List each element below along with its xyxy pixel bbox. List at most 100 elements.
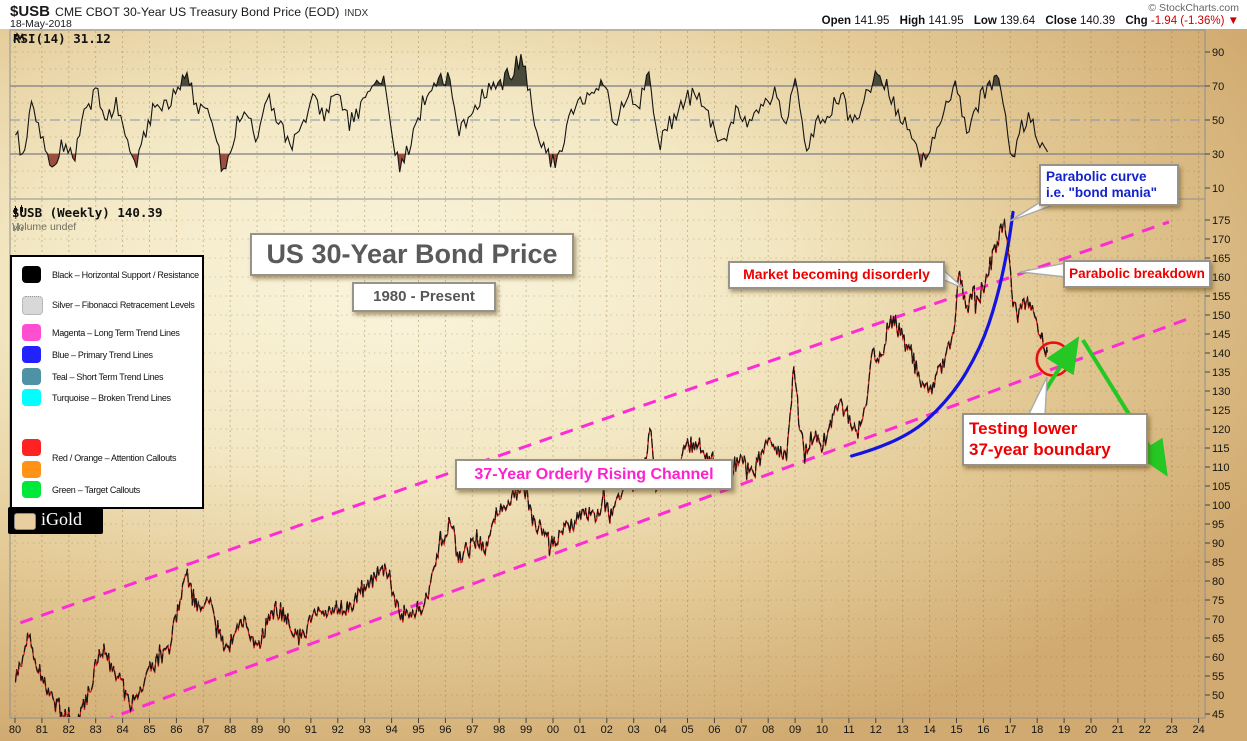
high-value: 141.95 [928, 15, 964, 27]
svg-text:50: 50 [1212, 115, 1224, 127]
svg-text:75: 75 [1212, 595, 1224, 607]
svg-text:125: 125 [1212, 405, 1230, 417]
rsi-label-text: RSI(14) 31.12 [13, 31, 111, 46]
price-line [14, 217, 1048, 717]
svg-text:10: 10 [1212, 183, 1224, 195]
symbol: $USB [10, 3, 51, 20]
instrument-title: CME CBOT 30-Year US Treasury Bond Price … [55, 5, 340, 19]
legend-label-turquoise: Turquoise – Broken Trend Lines [52, 393, 171, 403]
svg-text:82: 82 [63, 724, 75, 736]
open-label: Open [821, 15, 852, 27]
candlestick-icon [14, 205, 23, 216]
volume-label-text: Volume undef [12, 221, 77, 233]
svg-text:80: 80 [9, 724, 21, 736]
svg-text:99: 99 [520, 724, 532, 736]
main-title: US 30-Year Bond Price [250, 233, 574, 276]
bond-mania-label-text: Parabolic curve [1046, 168, 1147, 184]
svg-text:03: 03 [628, 724, 640, 736]
parabolic-curve-line [850, 210, 1015, 458]
svg-text:94: 94 [385, 724, 397, 736]
svg-text:01: 01 [574, 724, 586, 736]
svg-text:100: 100 [1212, 500, 1230, 512]
svg-text:95: 95 [1212, 519, 1224, 531]
legend-swatch-orange [22, 461, 41, 478]
svg-text:86: 86 [170, 724, 182, 736]
legend-swatch-red [22, 439, 41, 456]
price-series-label: $USB (Weekly) 140.39 [12, 205, 163, 220]
svg-text:14: 14 [923, 724, 935, 736]
bond-mania-label-text: i.e. "bond mania" [1046, 185, 1158, 200]
svg-text:97: 97 [466, 724, 478, 736]
rsi-panel-border [9, 29, 1206, 200]
ohlc-readout: Open 141.95 High 141.95 Low 139.64 Close… [815, 15, 1239, 27]
svg-text:70: 70 [1212, 81, 1224, 93]
svg-text:160: 160 [1212, 272, 1230, 284]
svg-text:93: 93 [359, 724, 371, 736]
svg-text:130: 130 [1212, 386, 1230, 398]
svg-text:170: 170 [1212, 234, 1230, 246]
svg-text:120: 120 [1212, 424, 1230, 436]
disorderly-label: Market becoming disorderly [728, 261, 945, 289]
chart-header: $USB CME CBOT 30-Year US Treasury Bond Pr… [0, 0, 1247, 30]
color-key-legend: Black – Horizontal Support / Resistance S… [10, 255, 204, 509]
svg-text:90: 90 [1212, 538, 1224, 550]
chart-date: 18-May-2018 [10, 18, 72, 30]
svg-text:83: 83 [90, 724, 102, 736]
low-label: Low [973, 15, 997, 27]
high-label: High [899, 15, 926, 27]
svg-text:17: 17 [1004, 724, 1016, 736]
svg-text:06: 06 [708, 724, 720, 736]
close-value: 140.39 [1079, 15, 1116, 27]
svg-text:22: 22 [1139, 724, 1151, 736]
volume-bars-icon [13, 223, 23, 231]
svg-text:15: 15 [950, 724, 962, 736]
legend-label-silver: Silver – Fibonacci Retracement Levels [52, 300, 195, 310]
legend-swatch-magenta [22, 324, 41, 341]
svg-text:60: 60 [1212, 652, 1224, 664]
svg-text:11: 11 [843, 724, 854, 736]
svg-text:87: 87 [197, 724, 209, 736]
svg-text:45: 45 [1212, 709, 1224, 721]
svg-text:55: 55 [1212, 671, 1224, 683]
main-title-text: US 30-Year Bond Price [266, 239, 558, 270]
down-arrow-icon: ▼ [1227, 15, 1239, 27]
svg-text:84: 84 [116, 724, 128, 736]
testing-lower-label-text: Testing lower [969, 418, 1078, 438]
testing-lower-label: Testing lower 37-year boundary [962, 413, 1148, 466]
legend-swatch-blue [22, 346, 41, 363]
svg-text:92: 92 [332, 724, 344, 736]
svg-text:16: 16 [977, 724, 989, 736]
svg-text:85: 85 [1212, 557, 1224, 569]
period-label-text: 1980 - Present [373, 287, 475, 305]
period-label: 1980 - Present [352, 282, 496, 312]
svg-text:150: 150 [1212, 310, 1230, 322]
target-arrow-short [1042, 336, 1080, 394]
svg-text:02: 02 [601, 724, 613, 736]
svg-text:65: 65 [1212, 633, 1224, 645]
svg-text:21: 21 [1112, 724, 1124, 736]
svg-text:81: 81 [36, 724, 48, 736]
svg-text:110: 110 [1212, 462, 1230, 474]
svg-text:50: 50 [1212, 690, 1224, 702]
price-label-text: $USB (Weekly) 140.39 [12, 205, 163, 220]
svg-text:24: 24 [1192, 724, 1204, 736]
svg-text:12: 12 [870, 724, 882, 736]
svg-text:140: 140 [1212, 348, 1230, 360]
testing-lower-label-text: 37-year boundary [969, 439, 1111, 459]
breakdown-label-text: Parabolic breakdown [1069, 265, 1205, 281]
svg-text:165: 165 [1212, 253, 1230, 265]
svg-text:00: 00 [547, 724, 559, 736]
testing-lower-label-pointer [1026, 376, 1048, 417]
svg-text:19: 19 [1058, 724, 1070, 736]
axes: 4550556065707580859095100105110115120125… [9, 47, 1230, 736]
rsi-indicator-label: RSI(14) 31.12 [13, 31, 111, 46]
low-value: 139.64 [1000, 15, 1036, 27]
rsi-oversold-fill [15, 154, 1048, 173]
legend-label-magenta: Magenta – Long Term Trend Lines [52, 328, 180, 338]
svg-text:23: 23 [1166, 724, 1178, 736]
legend-swatch-teal [22, 368, 41, 385]
volume-label: Volume undef [12, 221, 76, 233]
svg-text:89: 89 [251, 724, 263, 736]
svg-text:135: 135 [1212, 367, 1230, 379]
